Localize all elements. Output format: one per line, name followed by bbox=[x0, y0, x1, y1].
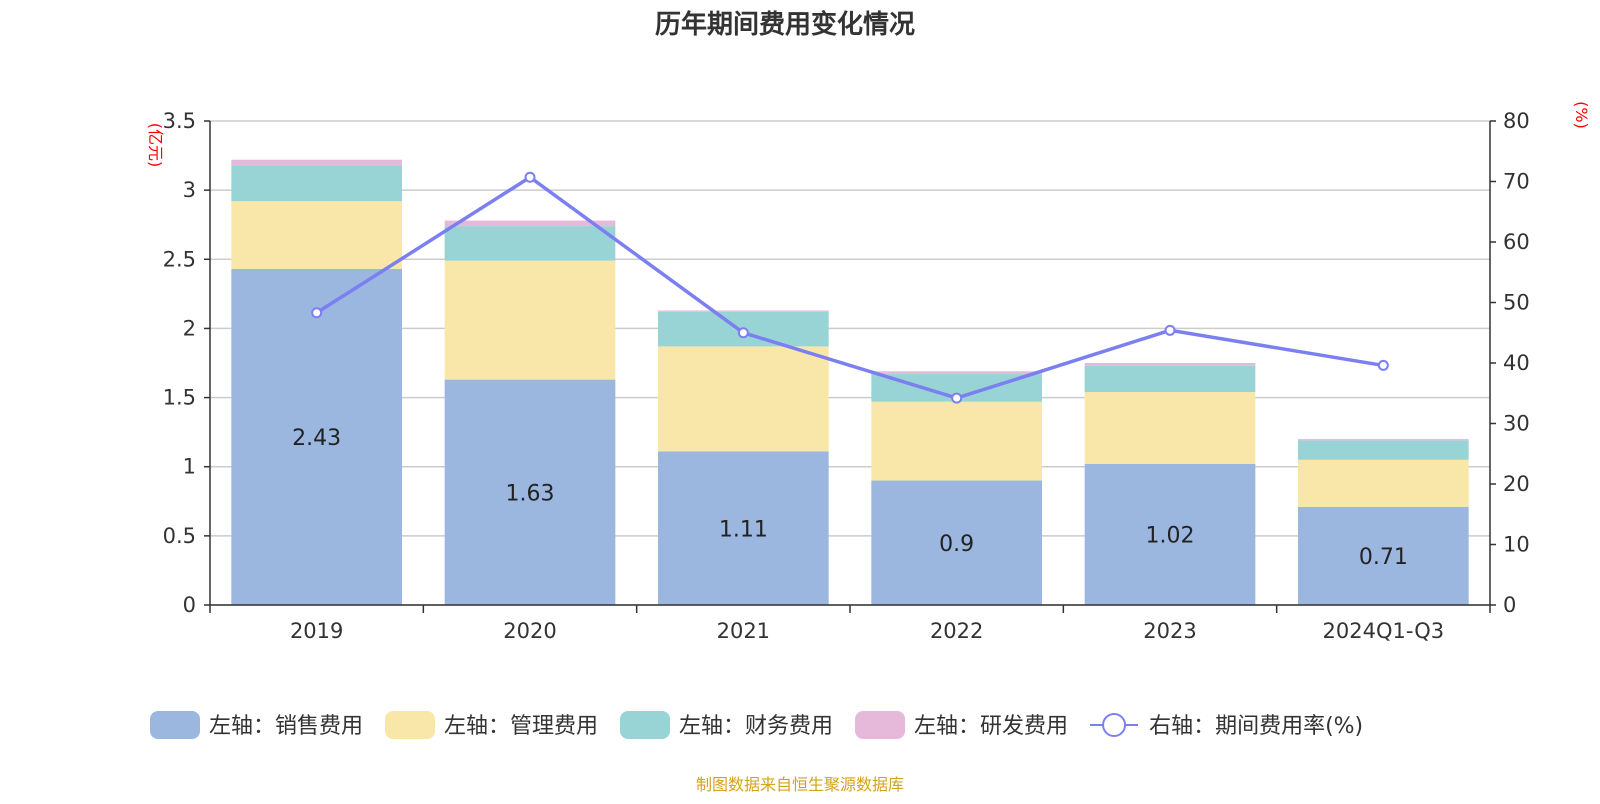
legend-item: 左轴：研发费用 bbox=[855, 711, 1068, 739]
left-tick-label: 2.5 bbox=[163, 247, 196, 271]
rate-point bbox=[737, 327, 749, 339]
left-tick-label: 2 bbox=[183, 316, 196, 340]
bar-segment bbox=[1298, 440, 1469, 460]
left-tick-label: 0 bbox=[183, 593, 196, 617]
right-tick-label: 70 bbox=[1503, 170, 1530, 194]
bar-segment bbox=[871, 480, 1042, 605]
legend-marker-swatch bbox=[1102, 713, 1127, 737]
x-tick-label: 2024Q1-Q3 bbox=[1323, 619, 1445, 643]
x-tick-label: 2021 bbox=[717, 619, 770, 643]
right-tick-label: 30 bbox=[1503, 412, 1530, 436]
right-tick-label: 60 bbox=[1503, 230, 1530, 254]
legend: 左轴：销售费用 左轴：管理费用 左轴：财务费用 左轴：研发费用 右轴：期间费用率(%) bbox=[150, 711, 1363, 739]
left-tick-label: 1 bbox=[183, 455, 196, 479]
bar-value-label: 0.9 bbox=[939, 532, 974, 557]
legend-item: 左轴：财务费用 bbox=[620, 711, 833, 739]
bar-segment bbox=[1084, 392, 1256, 464]
legend-item: 左轴：销售费用 bbox=[150, 711, 363, 739]
left-tick-label: 3 bbox=[183, 178, 196, 202]
bar-segment bbox=[1084, 365, 1256, 393]
bar-segment bbox=[658, 346, 829, 452]
right-tick-label: 0 bbox=[1503, 593, 1516, 617]
bar-value-label: 1.11 bbox=[719, 517, 768, 542]
bar-segment bbox=[658, 451, 829, 605]
bar-segment bbox=[444, 220, 616, 227]
bar-segment bbox=[444, 260, 616, 380]
legend-color-swatch bbox=[620, 711, 671, 739]
legend-label: 左轴：研发费用 bbox=[914, 714, 1068, 739]
axis-layer: 0 0.5 1 1.5 2 2.5 3 3.5 0 10 20 30 40 50 60 70 80 2019 202… bbox=[163, 109, 1530, 643]
rate-point bbox=[1164, 324, 1176, 336]
rate-line bbox=[315, 175, 1384, 400]
label-layer: 2.43 1.63 1.11 0.9 1.02 0.71 bbox=[292, 426, 1408, 570]
bar-value-label: 1.63 bbox=[506, 481, 555, 506]
bar-segment bbox=[871, 401, 1042, 481]
right-axis-unit: (%) bbox=[1572, 101, 1591, 129]
bar-segment bbox=[1298, 506, 1469, 605]
bar-segment bbox=[871, 371, 1042, 375]
bar-segment bbox=[1084, 463, 1256, 605]
chart-title: 历年期间费用变化情况 bbox=[655, 9, 915, 40]
legend-label: 右轴：期间费用率(%) bbox=[1149, 714, 1363, 739]
bar-segment bbox=[444, 379, 616, 605]
line-layer bbox=[311, 171, 1389, 404]
rate-point bbox=[951, 392, 963, 404]
bar-segment bbox=[231, 268, 402, 605]
bar-segment bbox=[1298, 459, 1469, 507]
rate-point bbox=[311, 307, 323, 319]
legend-color-swatch bbox=[855, 711, 906, 739]
rate-point bbox=[524, 171, 536, 183]
x-tick-label: 2023 bbox=[1143, 619, 1196, 643]
legend-label: 左轴：销售费用 bbox=[209, 714, 363, 739]
x-tick-label: 2019 bbox=[290, 619, 343, 643]
right-tick-label: 10 bbox=[1503, 533, 1530, 557]
legend-color-swatch bbox=[150, 711, 200, 739]
left-tick-label: 0.5 bbox=[163, 524, 196, 548]
legend-item: 右轴：期间费用率(%) bbox=[1090, 713, 1363, 739]
legend-label: 左轴：管理费用 bbox=[444, 714, 598, 739]
bar-segment bbox=[231, 201, 402, 269]
x-tick-label: 2020 bbox=[503, 619, 556, 643]
left-tick-label: 1.5 bbox=[163, 386, 196, 410]
legend-color-swatch bbox=[385, 711, 436, 739]
bar-segment bbox=[658, 310, 829, 312]
right-tick-label: 80 bbox=[1503, 109, 1530, 133]
right-tick-label: 40 bbox=[1503, 351, 1530, 375]
bar-value-label: 2.43 bbox=[292, 426, 341, 451]
x-tick-label: 2022 bbox=[930, 619, 983, 643]
right-tick-label: 20 bbox=[1503, 472, 1530, 496]
legend-item: 左轴：管理费用 bbox=[385, 711, 598, 739]
bar-segment bbox=[1084, 363, 1256, 366]
bar-value-label: 0.71 bbox=[1359, 545, 1408, 570]
bar-value-label: 1.02 bbox=[1146, 523, 1195, 548]
left-axis-unit: (亿元) bbox=[146, 123, 165, 168]
bar-segment bbox=[231, 165, 402, 202]
bar-layer bbox=[231, 159, 1469, 605]
left-tick-label: 3.5 bbox=[163, 109, 196, 133]
bar-segment bbox=[444, 226, 616, 261]
legend-label: 左轴：财务费用 bbox=[679, 714, 833, 739]
bar-segment bbox=[231, 159, 402, 166]
right-tick-label: 50 bbox=[1503, 291, 1530, 315]
source-note: 制图数据来自恒生聚源数据库 bbox=[696, 775, 904, 794]
bar-segment bbox=[1298, 439, 1469, 441]
rate-point bbox=[1377, 359, 1389, 371]
